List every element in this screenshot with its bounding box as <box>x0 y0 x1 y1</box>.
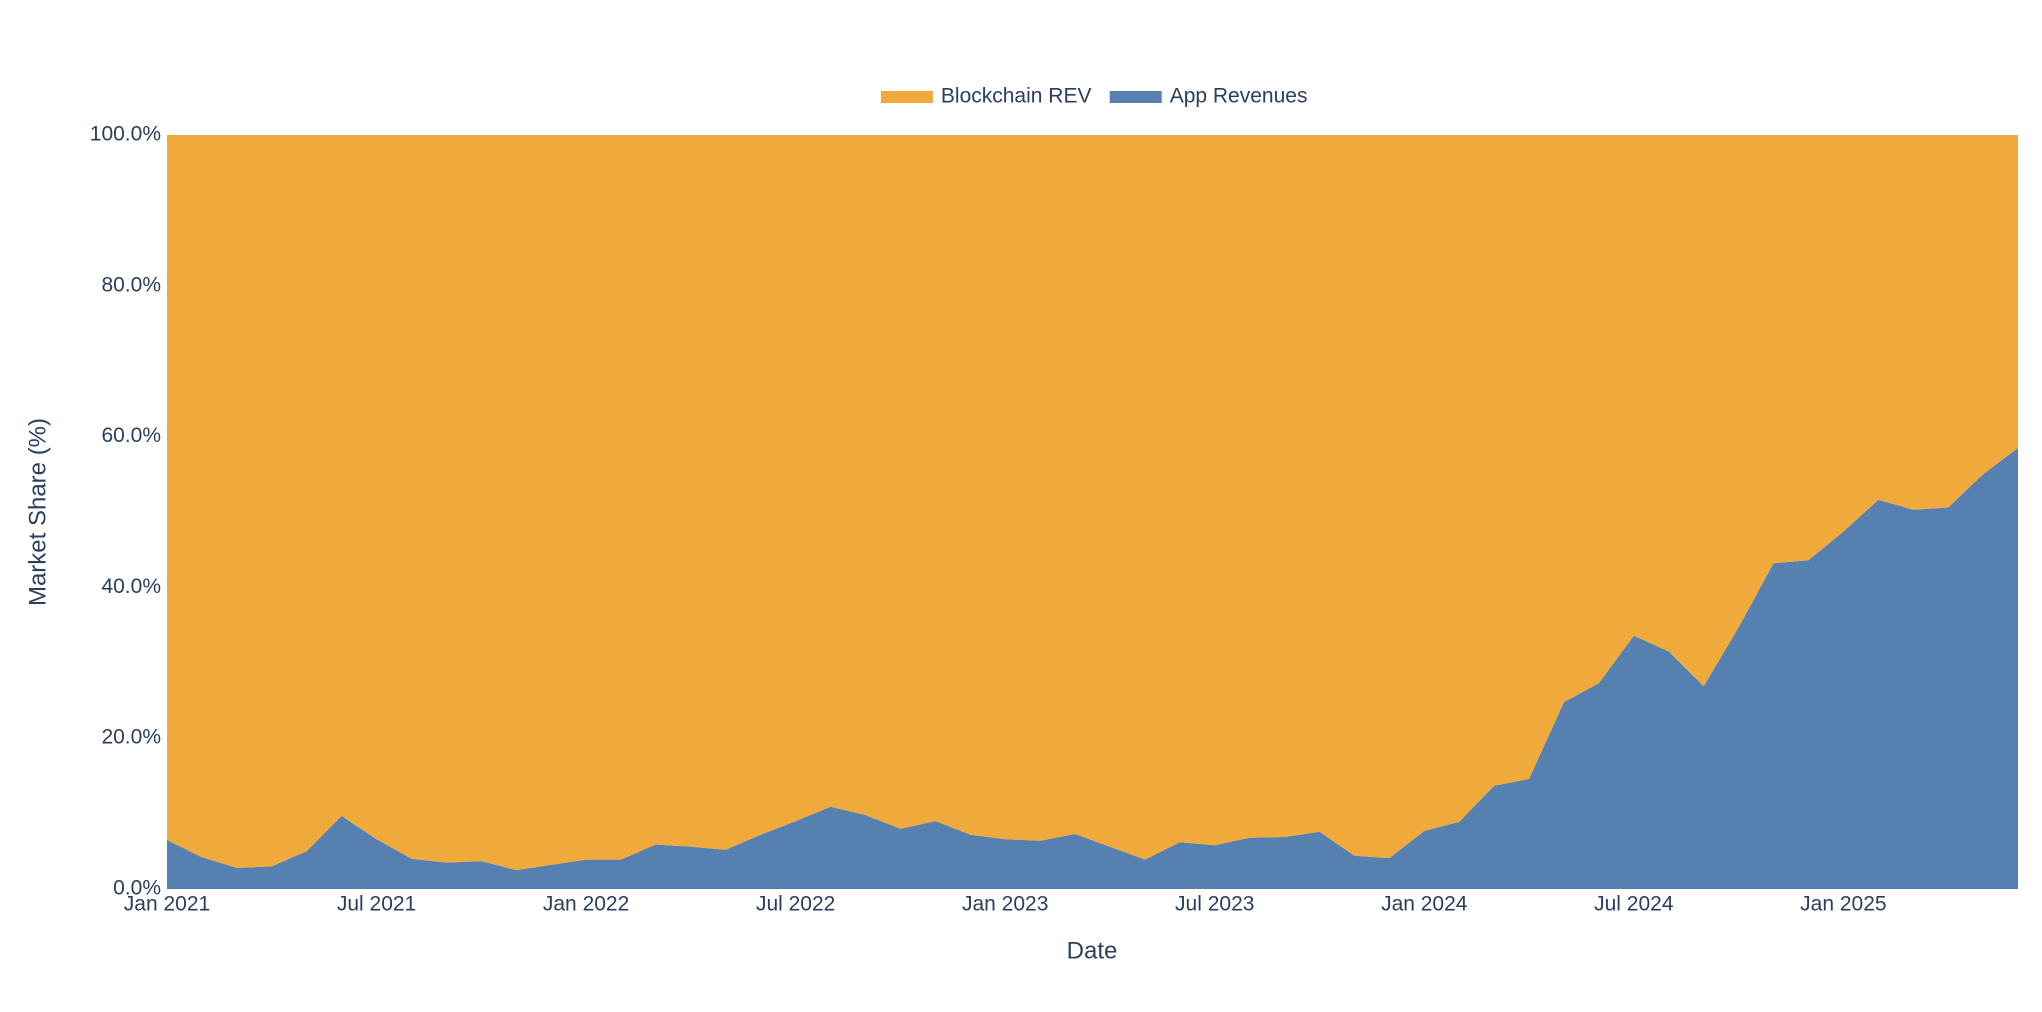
x-tick-label: Jan 2023 <box>962 893 1048 916</box>
x-axis-title: Date <box>1067 937 1118 964</box>
x-tick-label: Jul 2023 <box>1175 893 1254 916</box>
area <box>167 447 2018 889</box>
y-axis-title: Market Share (%) <box>24 418 51 606</box>
y-tick-label: 80.0% <box>101 273 161 296</box>
y-tick-label: 40.0% <box>101 575 161 598</box>
x-tick-label: Jan 2025 <box>1800 893 1886 916</box>
legend-label: App Revenues <box>1170 85 1308 108</box>
area <box>167 135 2018 871</box>
legend-swatch <box>1109 91 1162 103</box>
x-tick-label: Jul 2024 <box>1594 893 1674 916</box>
x-tick-label: Jan 2024 <box>1381 893 1468 916</box>
y-tick-label: 100.0% <box>90 123 161 146</box>
x-tick-label: Jan 2021 <box>124 893 210 916</box>
legend-swatch <box>880 91 933 103</box>
x-tick-label: Jan 2022 <box>543 893 629 916</box>
legend-label: Blockchain REV <box>941 85 1092 108</box>
y-tick-label: 60.0% <box>101 424 161 447</box>
y-tick-label: 0.0% <box>113 877 161 900</box>
x-tick-label: Jul 2022 <box>756 893 835 916</box>
y-tick-label: 20.0% <box>101 726 161 749</box>
x-tick-label: Jul 2021 <box>337 893 416 916</box>
